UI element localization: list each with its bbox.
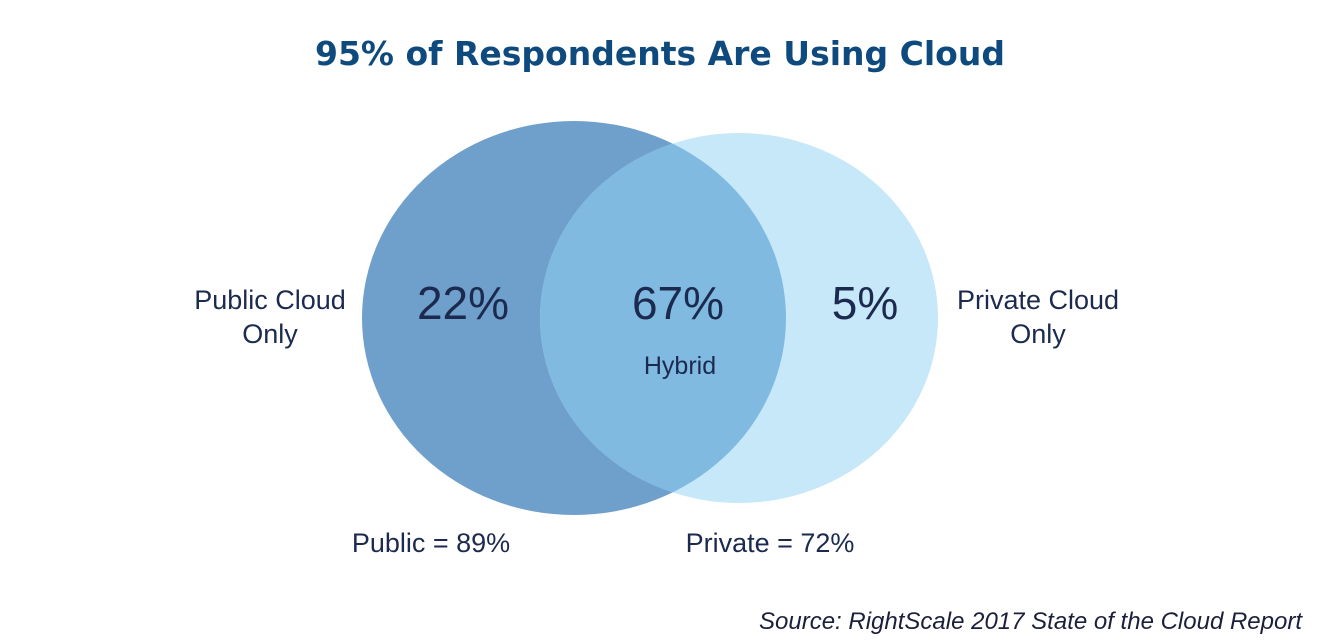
public-total-label: Public = 89% — [351, 528, 511, 558]
private-cloud-only-label-line1: Private Cloud — [956, 285, 1120, 315]
chart-title: 95% of Respondents Are Using Cloud — [315, 34, 1005, 73]
private-cloud-only-label-line2: Only — [1010, 319, 1066, 349]
hybrid-percent: 67% — [631, 277, 725, 329]
public-cloud-only-label-line2: Only — [242, 319, 298, 349]
hybrid-overlap-region — [540, 133, 786, 503]
private-only-percent: 5% — [831, 277, 899, 329]
public-cloud-only-label: Public Cloud Only — [160, 283, 380, 351]
public-cloud-only-label-line1: Public Cloud — [194, 285, 346, 315]
private-cloud-only-label: Private Cloud Only — [933, 283, 1143, 351]
private-total-label: Private = 72% — [685, 528, 855, 558]
source-note: Source: RightScale 2017 State of the Clo… — [759, 608, 1302, 635]
hybrid-label: Hybrid — [643, 352, 717, 380]
public-only-percent: 22% — [416, 277, 510, 329]
